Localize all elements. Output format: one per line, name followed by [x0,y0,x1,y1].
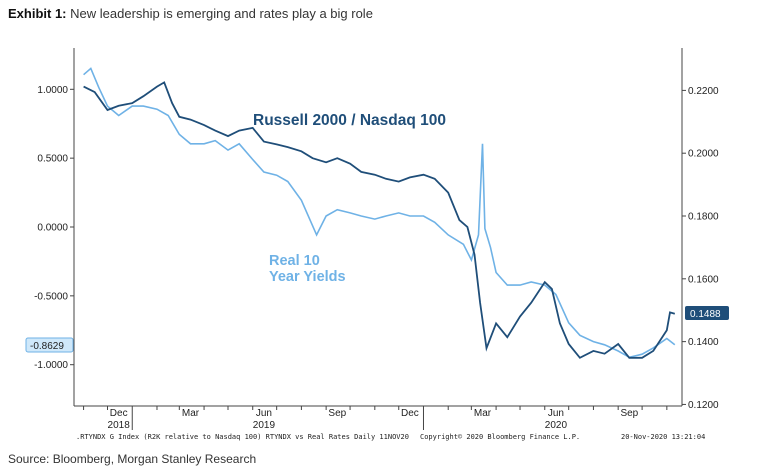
x-tick-label: Jun [256,408,272,419]
right-tick-label: 0.1600 [688,274,719,285]
right-last-value-tag: 0.1488 [685,306,729,320]
footer-left: .RTYNDX G Index (R2K relative to Nasdaq … [76,433,409,441]
x-axis-ticks: Dec Mar Jun Sep Dec Mar Jun Sep 2018 2019 2020 [83,406,668,431]
footer-right: 20-Nov-2020 13:21:04 [621,433,705,441]
right-axis-ticks: 0.2200 0.2000 0.1800 0.1600 0.1400 0.1200 [682,86,719,411]
series-line-real-yields [83,67,676,359]
right-tick-label: 0.1400 [688,337,719,348]
x-tick-label: Mar [474,408,492,419]
series-label-real-yields-line1: Real 10 [269,253,320,269]
left-tick-label: 0.5000 [37,154,68,165]
right-tick-label: 0.2200 [688,86,719,97]
left-tick-label: 1.0000 [37,85,68,96]
right-tick-label: 0.2000 [688,149,719,160]
exhibit-label: Exhibit 1: [8,6,67,21]
x-tick-label: Jun [548,408,564,419]
left-last-value: -0.8629 [30,341,64,352]
series-label-real-yields-line2: Year Yields [269,269,346,285]
series-label-russell-nasdaq: Russell 2000 / Nasdaq 100 [253,112,446,129]
x-year-label: 2020 [545,420,568,431]
x-tick-label: Dec [110,408,128,419]
x-tick-label: Mar [182,408,200,419]
exhibit-title-text: New leadership is emerging and rates pla… [70,6,373,21]
left-tick-label: 0.0000 [37,223,68,234]
left-tick-label: -0.5000 [34,291,68,302]
exhibit-title: Exhibit 1: New leadership is emerging an… [8,6,373,21]
right-tick-label: 0.1200 [688,400,719,411]
left-tick-label: -1.0000 [34,360,68,371]
x-tick-label: Sep [328,408,346,419]
x-year-label: 2018 [108,420,131,431]
left-axis-ticks: 1.0000 0.5000 0.0000 -0.5000 -1.0000 [34,85,74,371]
series-line-russell-nasdaq [83,81,676,359]
x-tick-label: Sep [620,408,638,419]
source-note: Source: Bloomberg, Morgan Stanley Resear… [8,452,257,466]
x-year-label: 2019 [253,420,276,431]
footer-center: Copyright© 2020 Bloomberg Finance L.P. [420,433,580,441]
x-tick-label: Dec [401,408,419,419]
right-tick-label: 0.1800 [688,212,719,223]
left-last-value-tag: -0.8629 [25,337,74,353]
right-last-value: 0.1488 [690,309,721,320]
